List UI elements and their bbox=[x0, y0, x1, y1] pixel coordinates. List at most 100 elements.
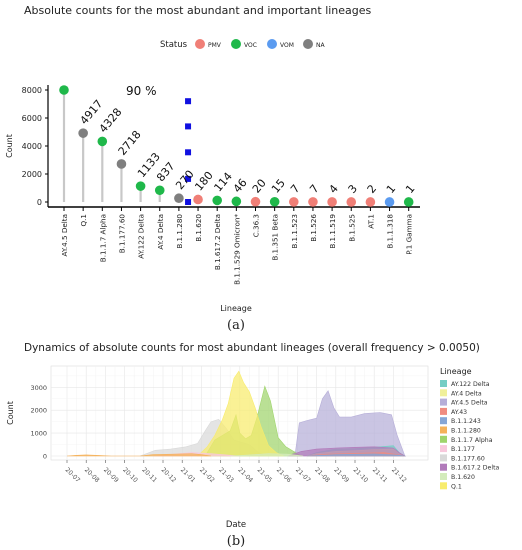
legend-label-voc: VOC bbox=[244, 42, 257, 49]
value-label: 180 bbox=[192, 169, 215, 193]
value-label: 4 bbox=[326, 182, 340, 196]
chart-b-ytick-label: 2000 bbox=[30, 407, 47, 415]
legend-swatch-pmv bbox=[195, 39, 205, 49]
legend-label: AY.4.5 Delta bbox=[451, 400, 488, 407]
lollipop-point bbox=[97, 136, 108, 147]
chart-b-title: Dynamics of absolute counts for most abu… bbox=[24, 342, 480, 354]
chart-a-xtick-label: Q.1 bbox=[79, 214, 88, 227]
chart-b-xtick-label: 20-12 bbox=[160, 466, 178, 484]
legend-label: B.1.620 bbox=[451, 474, 475, 481]
lollipop-point bbox=[174, 193, 184, 204]
lollipop-point bbox=[59, 85, 69, 95]
legend-swatch-voc bbox=[231, 39, 241, 49]
value-label: 2718 bbox=[116, 128, 144, 158]
legend-swatch bbox=[440, 417, 447, 425]
chart-b-xtick-label: 21-04 bbox=[236, 466, 254, 484]
chart-b-ytick-label: 3000 bbox=[30, 384, 47, 392]
chart-a-ylabel: Count bbox=[5, 134, 14, 158]
chart-a-xtick-label: AY.4.5 Delta bbox=[60, 214, 69, 256]
area-series-b-1-1-243 bbox=[306, 453, 405, 457]
chart-a-xtick-label: B.1.177.60 bbox=[117, 214, 126, 254]
chart-a-xtick-label: C.36.3 bbox=[252, 214, 261, 237]
chart-a-xtick-label: B.1.620 bbox=[194, 214, 203, 242]
chart-a-ytick-label: 8000 bbox=[22, 86, 42, 95]
lollipop-point bbox=[78, 128, 88, 138]
chart-a-xlabel: Lineage bbox=[220, 304, 252, 313]
legend-swatch bbox=[440, 407, 447, 415]
chart-b-xtick-label: 21-07 bbox=[294, 466, 312, 484]
legend-label: B.1.177 bbox=[451, 446, 475, 453]
chart-b-xtick-label: 21-01 bbox=[179, 466, 197, 484]
area-series-b-1-1-280 bbox=[66, 453, 212, 457]
area-chart: Dynamics of absolute counts for most abu… bbox=[6, 342, 500, 549]
chart-b-legend: Lineage AY.122 Delta AY.4 Delta AY.4.5 Del… bbox=[440, 367, 500, 490]
chart-a-legend-title: Status bbox=[160, 40, 188, 50]
chart-b-xlabel: Date bbox=[226, 520, 246, 530]
legend-swatch bbox=[440, 445, 447, 453]
chart-a-ytick-label: 4000 bbox=[22, 142, 42, 151]
chart-b-ylabel: Count bbox=[6, 401, 15, 425]
area-series-ay-4-5-delta bbox=[288, 390, 406, 457]
chart-a-title: Absolute counts for the most abundant an… bbox=[24, 4, 372, 17]
lollipop-point bbox=[154, 185, 165, 196]
legend-label: AY.43 bbox=[451, 409, 467, 416]
chart-a-xtick-label: B.1.617.2 Delta bbox=[213, 214, 222, 270]
value-label: 7 bbox=[288, 182, 302, 196]
value-label: 1 bbox=[403, 182, 417, 196]
cumulative-marker bbox=[185, 123, 192, 130]
value-label: 20 bbox=[250, 177, 269, 196]
value-label: 7 bbox=[307, 182, 321, 196]
chart-a-xtick-label: B.1.351 Beta bbox=[271, 214, 280, 261]
legend-label: B.1.1.7 Alpha bbox=[451, 437, 493, 444]
legend-label-vom: VOM bbox=[280, 42, 294, 49]
lollipop-point bbox=[250, 196, 261, 207]
chart-b-xtick-label: 21-03 bbox=[217, 466, 235, 484]
chart-b-ytick-label: 0 bbox=[43, 453, 47, 461]
chart-b-xtick-label: 21-12 bbox=[390, 466, 408, 484]
lollipop-point bbox=[212, 195, 222, 206]
legend-swatch-vom bbox=[267, 39, 277, 49]
chart-a-ytick-label: 0 bbox=[37, 198, 42, 207]
lollipop-point bbox=[308, 197, 318, 207]
chart-a-xtick-label: B.1.1.519 bbox=[328, 214, 337, 249]
legend-swatch bbox=[440, 482, 447, 490]
chart-b-xtick-label: 20-10 bbox=[121, 466, 139, 484]
value-label: 15 bbox=[269, 177, 288, 196]
legend-swatch bbox=[440, 426, 447, 434]
chart-b-legend-title: Lineage bbox=[440, 367, 472, 376]
legend-label: B.1.617.2 Delta bbox=[451, 465, 500, 472]
lollipop-point bbox=[231, 196, 242, 207]
chart-a-legend: Status PMV VOC VOM NA bbox=[160, 39, 325, 50]
chart-a-xtick-label: P.1 Gamma bbox=[405, 214, 414, 255]
legend-label: B.1.1.280 bbox=[451, 428, 481, 435]
value-label: 270 bbox=[173, 168, 196, 192]
lollipop-point bbox=[135, 181, 146, 191]
chart-b-ytick-label: 1000 bbox=[30, 430, 47, 438]
chart-a-xtick-label: B.1.526 bbox=[309, 214, 318, 242]
legend-swatch bbox=[440, 398, 447, 406]
chart-b-xtick-label: 21-11 bbox=[371, 466, 389, 484]
chart-b-xtick-label: 21-10 bbox=[352, 466, 370, 484]
legend-swatch-na bbox=[303, 39, 313, 49]
chart-a-xtick-label: B.1.1.523 bbox=[290, 214, 299, 249]
chart-b-xtick-label: 20-09 bbox=[102, 466, 120, 484]
lollipop-chart: Absolute counts for the most abundant an… bbox=[5, 4, 420, 333]
lollipop-point bbox=[403, 197, 414, 207]
chart-a-xtick-label: AY.4 Delta bbox=[156, 214, 165, 250]
chart-b-xtick-label: 20-11 bbox=[140, 466, 158, 484]
value-label: 114 bbox=[212, 170, 235, 194]
legend-swatch bbox=[440, 473, 447, 480]
chart-a-xtick-label: B.1.1.529 Omicron* bbox=[232, 214, 241, 285]
chart-a-xtick-label: AT.1 bbox=[366, 214, 375, 229]
chart-a-caption: (a) bbox=[227, 318, 245, 333]
lollipop-point bbox=[116, 159, 127, 169]
chart-a-xtick-label: B.1.525 bbox=[347, 214, 356, 242]
value-label: 3 bbox=[346, 182, 360, 196]
cumulative-annotation: 90 % bbox=[126, 84, 157, 98]
legend-swatch bbox=[440, 389, 447, 397]
chart-b-caption: (b) bbox=[227, 534, 245, 549]
chart-b-xtick-label: 20-07 bbox=[64, 466, 82, 484]
chart-b-xtick-label: 21-08 bbox=[313, 466, 331, 484]
area-series-q-1 bbox=[196, 370, 285, 457]
